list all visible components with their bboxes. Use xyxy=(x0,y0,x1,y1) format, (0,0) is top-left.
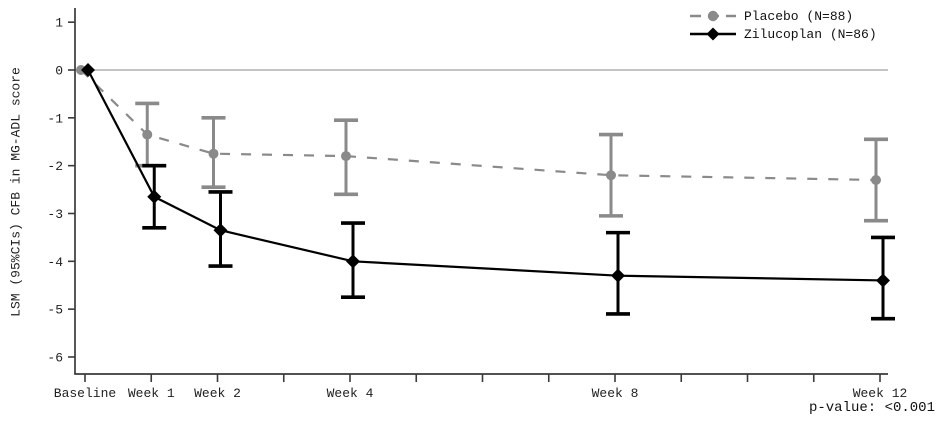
placebo-marker xyxy=(142,129,153,140)
zilucoplan-marker xyxy=(876,273,890,288)
zilucoplan-marker xyxy=(147,189,162,204)
zilucoplan-series xyxy=(81,63,895,321)
zilucoplan-marker xyxy=(346,254,360,269)
zilucoplan-marker xyxy=(611,268,625,283)
zilucoplan-line xyxy=(87,69,884,282)
y-tick-label: -6 xyxy=(47,350,63,365)
y-tick-label: -3 xyxy=(47,207,63,222)
x-tick-label: Week 12 xyxy=(853,386,908,401)
zilucoplan-solid-line-diamond-swatch xyxy=(690,27,736,41)
placebo-series xyxy=(76,65,888,223)
y-tick-label: -2 xyxy=(47,159,63,174)
placebo-dashed-line-circle-swatch xyxy=(690,10,736,22)
legend-label-zilucoplan: Zilucoplan (N=86) xyxy=(744,26,877,42)
x-axis-ticks: Baseline Week 1 Week 2 Week 4 Week 8 Week 12 xyxy=(54,374,908,401)
placebo-marker xyxy=(606,170,616,181)
p-value-annotation: p-value: <0.001 xyxy=(808,400,935,416)
y-tick-label: 1 xyxy=(55,16,63,31)
placebo-marker xyxy=(208,148,219,159)
x-tick-label: Week 8 xyxy=(592,386,639,401)
y-axis-ticks: 1 0 -1 -2 -3 -4 -5 -6 xyxy=(47,16,75,365)
legend-label-placebo: Placebo (N=88) xyxy=(744,8,854,24)
x-tick-label: Baseline xyxy=(54,386,116,401)
y-tick-label: -1 xyxy=(47,111,63,126)
zilucoplan-marker xyxy=(213,223,228,238)
placebo-marker xyxy=(341,151,351,162)
zilucoplan-marker xyxy=(81,63,95,77)
y-axis-label: LSM (95%CIs) CFB in MG-ADL score xyxy=(8,67,24,317)
legend: Placebo (N=88) Zilucoplan (N=86) xyxy=(689,8,877,42)
legend-item-placebo: Placebo (N=88) xyxy=(689,8,877,24)
placebo-marker xyxy=(871,175,881,186)
x-tick-label: Week 4 xyxy=(327,386,374,401)
legend-item-zilucoplan: Zilucoplan (N=86) xyxy=(689,26,877,42)
x-tick-label: Week 1 xyxy=(128,386,175,401)
x-tick-label: Week 2 xyxy=(194,386,241,401)
y-tick-label: 0 xyxy=(55,64,63,79)
y-tick-label: -5 xyxy=(47,303,63,318)
placebo-line xyxy=(80,69,877,182)
y-tick-label: -4 xyxy=(47,255,63,270)
